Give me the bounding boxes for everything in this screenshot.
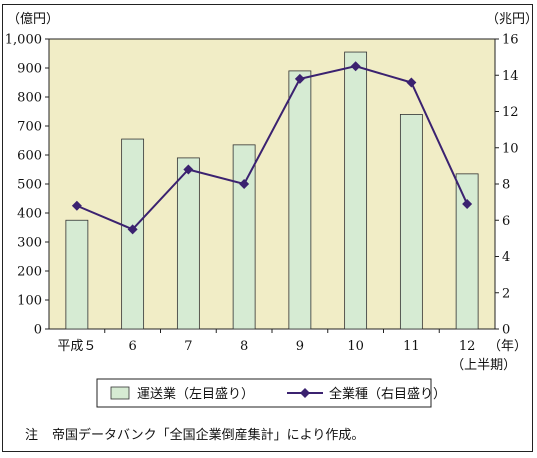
left-tick-label: 300	[17, 236, 42, 251]
left-tick-label: 1,000	[5, 33, 42, 48]
note-mark: 注	[25, 428, 39, 443]
x-tick-label: 12	[459, 339, 476, 354]
right-tick-label: 2	[502, 286, 510, 301]
left-tick-label: 400	[17, 207, 42, 222]
source-note: 注帝国データバンク「全国企業倒産集計」により作成。	[25, 424, 364, 443]
right-tick-label: 16	[502, 33, 519, 48]
left-tick-label: 0	[34, 323, 42, 338]
legend-box	[96, 378, 432, 408]
bar	[176, 157, 200, 330]
x-sub-label: （上半期）	[451, 358, 516, 373]
left-tick-label: 700	[17, 120, 42, 135]
right-tick-label: 6	[502, 214, 510, 229]
chart: 0 100 200 300 400 500 600 700 800 900 1,000 0 2 4 6 8 10…	[5, 11, 534, 408]
left-axis-unit: （億円）	[7, 11, 59, 27]
line-point	[239, 179, 250, 189]
left-tick-label: 900	[17, 62, 42, 77]
bar	[288, 70, 312, 330]
left-tick-label: 200	[17, 265, 42, 280]
x-tick-label: 9	[296, 339, 304, 354]
bar	[455, 173, 479, 330]
legend-swatch-bar	[110, 386, 130, 400]
line-point	[127, 224, 138, 235]
chart-frame: 0 100 200 300 400 500 600 700 800 900 1,000 0 2 4 6 8 10…	[2, 4, 534, 452]
left-tick-label: 500	[17, 178, 42, 193]
x-tick-label: 6	[128, 339, 136, 354]
bar	[399, 114, 423, 330]
left-tick-label: 600	[17, 149, 42, 164]
x-tick-label: 10	[347, 339, 364, 354]
line-point	[183, 164, 194, 175]
legend-label-line: 全業種（右目盛り）	[329, 386, 446, 402]
line-point	[462, 198, 473, 209]
left-tick-label: 100	[17, 294, 42, 309]
line-point	[294, 73, 305, 84]
bar	[344, 51, 368, 330]
right-tick-label: 10	[502, 141, 519, 156]
line-point	[350, 61, 361, 72]
x-tick-label: 7	[184, 339, 192, 354]
x-tick-label: 11	[403, 339, 420, 354]
plot-area	[48, 38, 496, 330]
x-tick-label: 8	[240, 339, 248, 354]
right-tick-label: 8	[502, 178, 510, 193]
line-point	[71, 200, 82, 211]
line-point	[406, 77, 417, 88]
left-tick-label: 800	[17, 91, 42, 106]
x-tick-label: 平成５	[57, 339, 96, 354]
bar	[65, 219, 89, 330]
legend-swatch-marker	[300, 388, 310, 398]
x-axis-unit: （年）	[488, 339, 527, 354]
right-tick-label: 4	[502, 250, 510, 265]
note-text: 帝国データバンク「全国企業倒産集計」により作成。	[52, 428, 365, 443]
right-axis-unit: （兆円）	[486, 12, 534, 27]
legend-label-bar: 運送業（左目盛り）	[137, 386, 254, 402]
right-tick-label: 12	[502, 105, 519, 120]
bar	[232, 144, 256, 330]
line-series-path	[76, 65, 469, 231]
right-tick-label: 0	[502, 323, 510, 338]
right-tick-label: 14	[502, 69, 519, 84]
